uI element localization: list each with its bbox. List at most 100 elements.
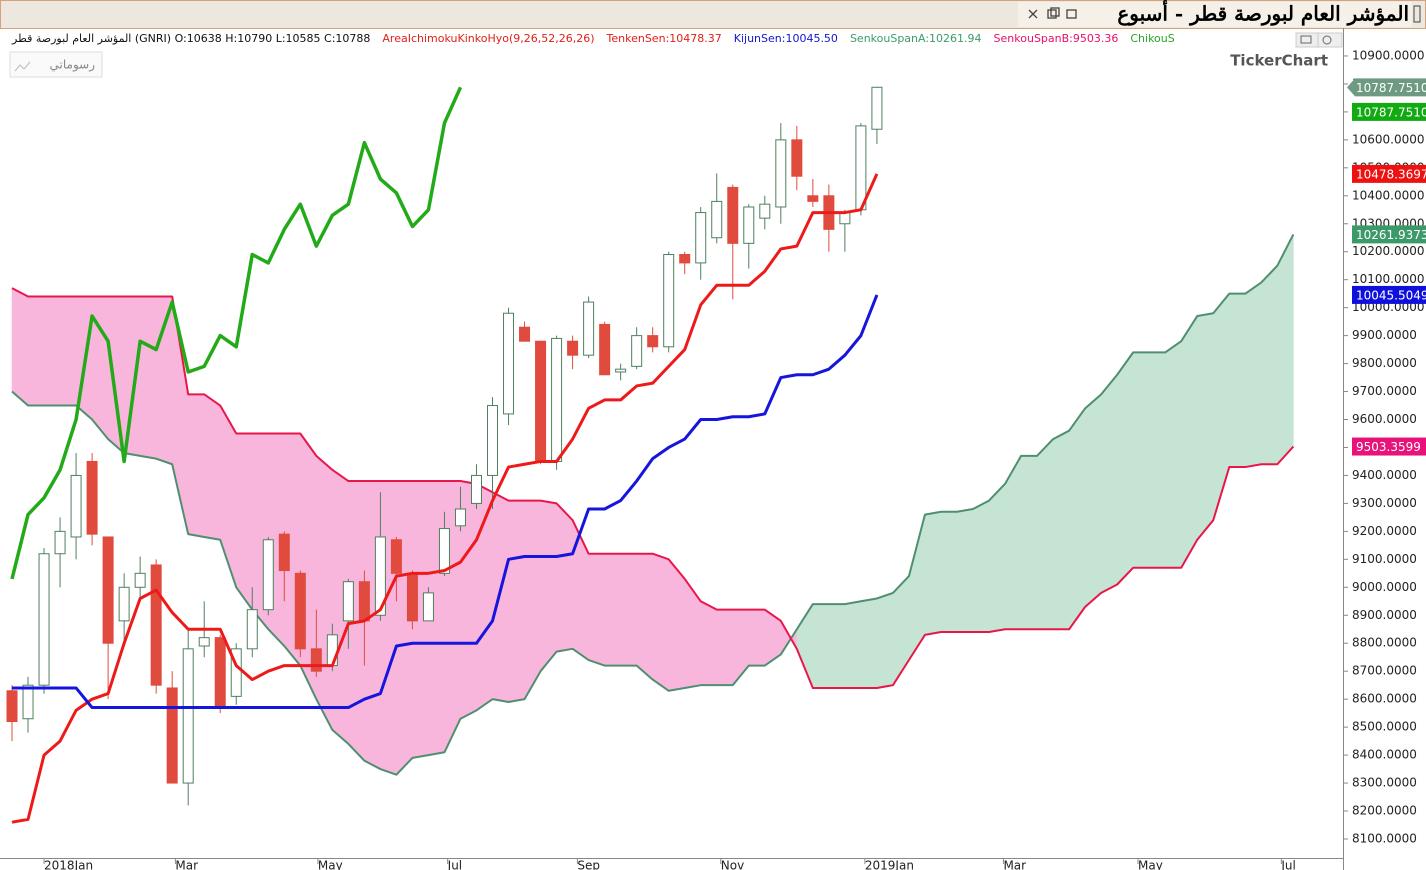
candle-body <box>519 326 531 342</box>
y-tick-label: 9800.0000 <box>1352 356 1417 370</box>
cloud-segment <box>1068 407 1086 631</box>
cloud-segment <box>700 600 718 686</box>
cloud-segment <box>524 500 541 701</box>
close-icon[interactable] <box>1028 9 1038 19</box>
cloud-segment <box>1036 438 1054 630</box>
y-tick-label: 9400.0000 <box>1352 468 1417 482</box>
y-tick-label: 8700.0000 <box>1352 664 1417 678</box>
restore-icon-back[interactable] <box>1050 7 1060 17</box>
senkou-span-a <box>11 233 1295 776</box>
cloud-segment <box>107 296 125 454</box>
candle-body <box>182 648 194 784</box>
button-label[interactable]: رسوماتي <box>50 58 96 73</box>
panel-max-icon[interactable] <box>1300 35 1312 44</box>
candle-body <box>615 368 627 373</box>
x-tick-label: Mar <box>175 859 198 870</box>
candle-body <box>390 539 402 574</box>
cloud-segment <box>27 296 45 406</box>
last-value-box <box>1352 164 1426 183</box>
candle-body <box>551 337 563 462</box>
y-tick-label: 9300.0000 <box>1352 496 1417 510</box>
y-tick-label: 8400.0000 <box>1352 748 1417 762</box>
cloud-segment <box>620 553 637 666</box>
legend-item: المؤشر العام لبورصة قطر (GNRI) O:10638 H… <box>11 32 370 45</box>
x-tick-label: 2018Jan <box>44 859 93 870</box>
cloud-segment <box>1020 455 1038 630</box>
panel-icons[interactable] <box>1295 32 1343 48</box>
restore-icon[interactable] <box>1047 9 1057 19</box>
candle-body <box>438 528 450 574</box>
candle-body <box>663 254 675 348</box>
candle-body <box>647 335 659 348</box>
candle-body <box>759 203 771 219</box>
legend-item: SenkouSpanA:10261.94 <box>850 32 982 45</box>
cloud-segment <box>876 592 894 689</box>
candle-body <box>711 200 723 239</box>
candle-body <box>22 684 34 720</box>
cloud-segment <box>43 296 61 406</box>
legend-item: AreaIchimokuKinkoHyo(9,26,52,26,26) <box>382 32 594 45</box>
cloud-segment <box>380 480 397 776</box>
candle-body <box>454 508 466 527</box>
cloud-segment <box>716 609 734 686</box>
candle-body <box>326 634 338 667</box>
x-tick-label: May <box>1138 859 1163 870</box>
candle-body <box>246 609 258 650</box>
cloud-segment <box>556 502 573 652</box>
cloud-segment <box>1228 293 1246 468</box>
cloud-segment <box>940 511 958 633</box>
candle-body <box>775 139 787 208</box>
y-tick-label: 8200.0000 <box>1352 804 1417 818</box>
candle-body <box>230 648 242 697</box>
detach-icon[interactable] <box>1066 9 1077 19</box>
cloud-segment <box>11 287 29 407</box>
indicator-line <box>11 173 879 824</box>
candle-body <box>422 592 434 622</box>
candle-body <box>118 586 130 622</box>
panel-settings-icon[interactable] <box>1322 35 1332 45</box>
panel-max[interactable] <box>1295 32 1321 48</box>
cloud-segment <box>1052 430 1070 630</box>
x-tick-label: Mar <box>1003 859 1026 870</box>
legend-item: SenkouSpanB:9503.36 <box>994 32 1119 45</box>
cloud-segment <box>748 609 766 666</box>
cloud-segment <box>316 455 333 731</box>
cloud-segment <box>1116 351 1134 586</box>
candle-body <box>567 340 579 356</box>
cloud-segment <box>139 296 157 460</box>
cloud-segment <box>844 600 862 689</box>
candle-body <box>86 460 98 535</box>
plot-area <box>6 86 1295 824</box>
candle-body <box>70 474 82 538</box>
chart-title: المؤشر العام لبورصة قطر - أسبوع <box>1117 0 1409 27</box>
candle-body <box>278 533 290 572</box>
cloud-segment <box>668 558 686 692</box>
window-icons[interactable] <box>1028 7 1077 19</box>
candle-body <box>535 340 547 462</box>
x-tick-label: Sep <box>577 859 600 870</box>
candle-body <box>134 572 146 588</box>
button-icon <box>14 61 31 72</box>
cloud-segment <box>1004 454 1022 630</box>
candle-body <box>599 323 611 376</box>
cloud-segment <box>604 553 621 666</box>
candle-body <box>406 572 418 622</box>
cloud-segment <box>1180 315 1198 569</box>
cloud-segment <box>924 511 942 636</box>
cloud-segment <box>972 500 990 633</box>
y-tick-label: 9100.0000 <box>1352 552 1417 566</box>
drawings-button[interactable] <box>9 51 103 78</box>
candle-body <box>871 86 883 130</box>
last-value-label: 9503.3599 <box>1356 440 1421 454</box>
y-tick-label: 10900.0000 <box>1352 48 1425 62</box>
cloud-segment <box>1100 373 1118 594</box>
candle-body <box>791 139 803 177</box>
candle-body <box>214 637 226 709</box>
candle-body <box>727 186 739 244</box>
panel-settings[interactable] <box>1317 32 1343 48</box>
legend-item: TenkenSen:10478.37 <box>606 32 722 45</box>
cloud-segment <box>636 553 653 681</box>
indicator-line <box>12 294 879 710</box>
